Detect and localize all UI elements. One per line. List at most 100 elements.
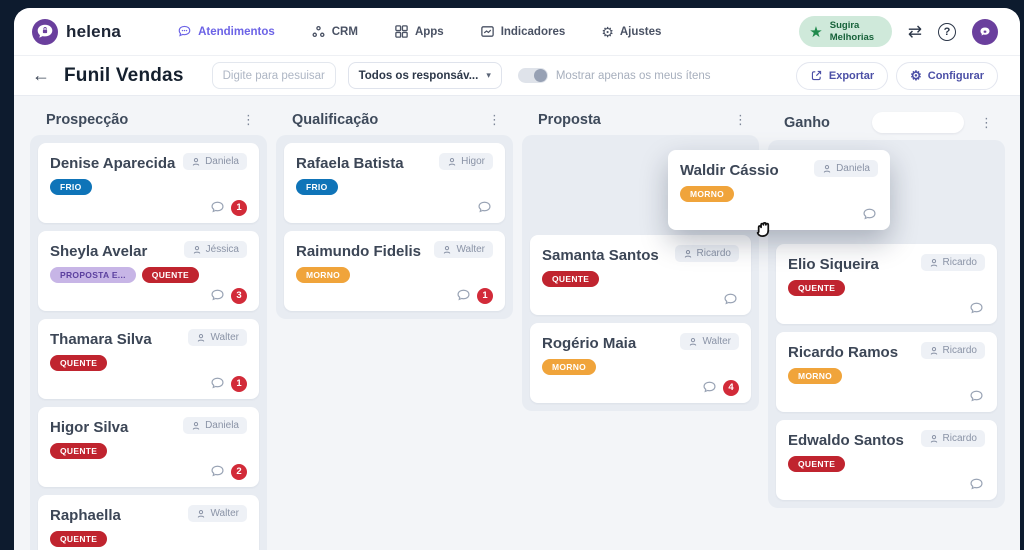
toggle-knob [533, 69, 547, 82]
comment-icon[interactable] [209, 375, 226, 392]
comment-icon[interactable] [209, 287, 226, 304]
search-input[interactable] [211, 62, 336, 89]
dragging-card[interactable]: Waldir Cássio Daniela MORNO [668, 150, 890, 230]
column-header: Qualificação ⋮ [276, 100, 513, 135]
assignee-chip: Jéssica [183, 241, 247, 258]
comment-count-badge: 3 [231, 287, 247, 304]
tag-quente: QUENTE [50, 355, 108, 371]
kanban-card[interactable]: Sheyla Avelar Jéssica PROPOSTA E... QUEN… [38, 231, 259, 311]
comment-icon[interactable] [476, 199, 493, 216]
comment-icon[interactable] [968, 388, 985, 405]
column-menu-icon[interactable]: ⋮ [242, 112, 255, 127]
configure-label: Configurar [927, 69, 984, 82]
person-icon [823, 164, 831, 173]
help-icon[interactable]: ? [938, 22, 956, 41]
tag-quente: QUENTE [542, 271, 600, 287]
kanban-card[interactable]: Denise Aparecida Daniela FRIO 1 [38, 143, 259, 223]
column-header: Prospecção ⋮ [30, 100, 267, 135]
tag-quente: QUENTE [50, 531, 108, 547]
nav-item-ajustes[interactable]: ⚙ Ajustes [601, 25, 661, 39]
assignee-chip: Daniela [183, 417, 247, 434]
tag-proposta: PROPOSTA E... [50, 267, 136, 283]
export-button[interactable]: Exportar [795, 61, 889, 90]
assignee-name: Daniela [836, 163, 870, 174]
back-button[interactable]: ← [32, 65, 50, 85]
assignee-chip: Ricardo [920, 254, 985, 271]
responsible-filter-dropdown[interactable]: Todos os responsáv... ▾ [347, 62, 502, 89]
comment-icon[interactable] [722, 291, 739, 308]
column-qualificacao: Qualificação ⋮ Rafaela Batista Higor FRI… [276, 100, 513, 319]
export-icon [811, 70, 821, 81]
nav-item-indicadores[interactable]: Indicadores [480, 24, 565, 39]
card-name: Sheyla Avelar [50, 243, 148, 260]
suggest-improvements-button[interactable]: ★ Sugira Melhorias [799, 16, 892, 47]
kanban-card[interactable]: Elio Siqueira Ricardo QUENTE [776, 244, 997, 324]
nav-label: CRM [331, 25, 358, 38]
ganho-header-pill[interactable] [872, 112, 964, 133]
person-icon [198, 333, 205, 342]
board-toolbar: ← Funil Vendas Todos os responsáv... ▾ M… [14, 56, 1020, 96]
kanban-card[interactable]: Raimundo Fidelis Walter MORNO 1 [284, 231, 505, 311]
column-menu-icon[interactable]: ⋮ [734, 112, 747, 127]
assignee-chip: Ricardo [920, 430, 985, 447]
nav-item-apps[interactable]: Apps [394, 24, 444, 39]
column-menu-icon[interactable]: ⋮ [488, 112, 501, 127]
comment-icon[interactable] [209, 199, 226, 216]
tag-quente: QUENTE [50, 443, 108, 459]
assignee-name: Ricardo [942, 345, 977, 356]
kanban-card[interactable]: Raphaella Walter QUENTE [38, 495, 259, 550]
column-prospeccao: Prospecção ⋮ Denise Aparecida Daniela FR… [30, 100, 267, 550]
person-icon [193, 245, 200, 254]
person-icon [192, 421, 200, 430]
card-name: Raimundo Fidelis [296, 243, 422, 260]
kanban-card[interactable]: Higor Silva Daniela QUENTE 2 [38, 407, 259, 487]
nodes-icon [312, 25, 325, 38]
kanban-card[interactable]: Rafaela Batista Higor FRIO [284, 143, 505, 223]
kanban-card[interactable]: Edwaldo Santos Ricardo QUENTE [776, 420, 997, 500]
tag-quente: QUENTE [788, 280, 846, 296]
tag-quente: QUENTE [141, 267, 200, 283]
assignee-name: Higor [461, 156, 485, 167]
assignee-chip: Daniela [814, 160, 878, 177]
column-title: Ganho [784, 114, 830, 131]
card-name: Higor Silva [50, 419, 129, 436]
comment-icon[interactable] [701, 379, 718, 396]
card-name: Ricardo Ramos [788, 344, 899, 361]
column-body: Denise Aparecida Daniela FRIO 1 She [30, 135, 267, 550]
user-avatar[interactable] [972, 18, 998, 45]
nav-item-crm[interactable]: CRM [311, 24, 358, 39]
comment-icon[interactable] [968, 476, 985, 493]
brand[interactable]: helena [32, 18, 121, 45]
comment-count-badge: 1 [231, 199, 247, 216]
swap-icon[interactable]: ⇄ [907, 21, 922, 41]
kanban-card[interactable]: Thamara Silva Walter QUENTE 1 [38, 319, 259, 399]
nav-label: Atendimentos [198, 25, 275, 38]
kanban-card[interactable]: Rogério Maia Walter MORNO 4 [530, 323, 751, 403]
toolbar-actions: Exportar ⚙ Configurar [795, 61, 998, 90]
export-label: Exportar [828, 69, 875, 82]
configure-button[interactable]: ⚙ Configurar [896, 61, 998, 90]
column-header: Proposta ⋮ [522, 100, 759, 135]
kanban-card[interactable]: Samanta Santos Ricardo QUENTE [530, 235, 751, 315]
responsible-filter-value: Todos os responsáv... [358, 69, 479, 82]
card-name: Waldir Cássio [680, 162, 779, 179]
comment-icon[interactable] [861, 206, 878, 223]
kanban-card[interactable]: Ricardo Ramos Ricardo MORNO [776, 332, 997, 412]
tag-frio: FRIO [296, 179, 338, 195]
person-icon [930, 258, 937, 267]
comment-icon[interactable] [209, 463, 226, 480]
top-navbar: helena Atendimentos CRM [14, 8, 1020, 56]
column-body: Rafaela Batista Higor FRIO Raimundo Fide… [276, 135, 513, 319]
column-menu-icon[interactable]: ⋮ [980, 114, 993, 130]
nav-item-atendimentos[interactable]: Atendimentos [177, 24, 275, 39]
card-name: Edwaldo Santos [788, 432, 904, 449]
comment-icon[interactable] [455, 287, 472, 304]
card-name: Samanta Santos [542, 247, 659, 264]
my-items-toggle-label: Mostrar apenas os meus ítens [555, 69, 711, 82]
my-items-toggle[interactable] [517, 68, 548, 83]
tag-quente: QUENTE [788, 456, 846, 472]
comment-icon[interactable] [968, 300, 985, 317]
kanban-board: Prospecção ⋮ Denise Aparecida Daniela FR… [14, 96, 1020, 550]
assignee-chip: Walter [188, 329, 247, 346]
tag-frio: FRIO [50, 179, 92, 195]
